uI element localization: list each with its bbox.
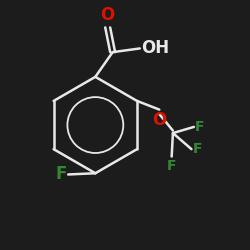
Text: F: F: [192, 142, 202, 156]
Text: F: F: [56, 166, 67, 184]
Text: O: O: [152, 111, 166, 129]
Text: OH: OH: [141, 40, 169, 58]
Text: F: F: [195, 120, 204, 134]
Text: F: F: [167, 159, 176, 173]
Text: O: O: [100, 6, 115, 25]
